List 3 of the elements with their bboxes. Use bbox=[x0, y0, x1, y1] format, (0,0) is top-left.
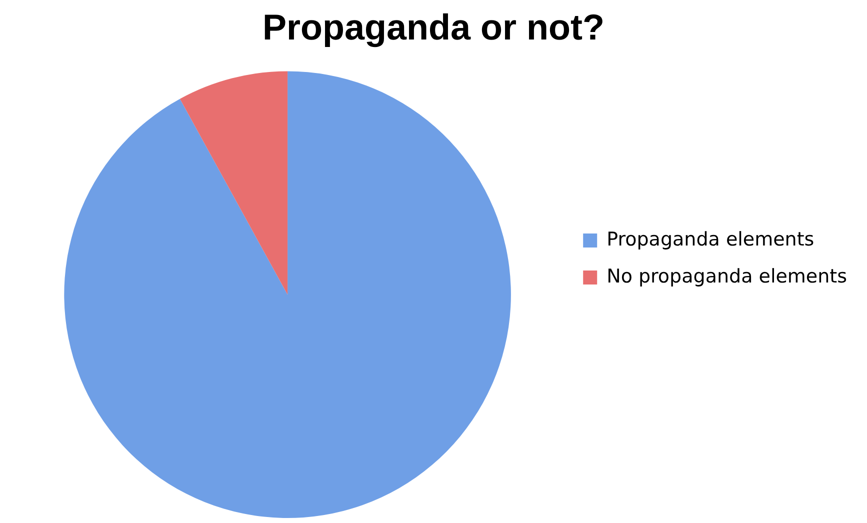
legend-label: Propaganda elements bbox=[606, 228, 814, 250]
chart-title: Propaganda or not? bbox=[262, 6, 604, 48]
legend-label: No propaganda elements bbox=[606, 265, 848, 288]
